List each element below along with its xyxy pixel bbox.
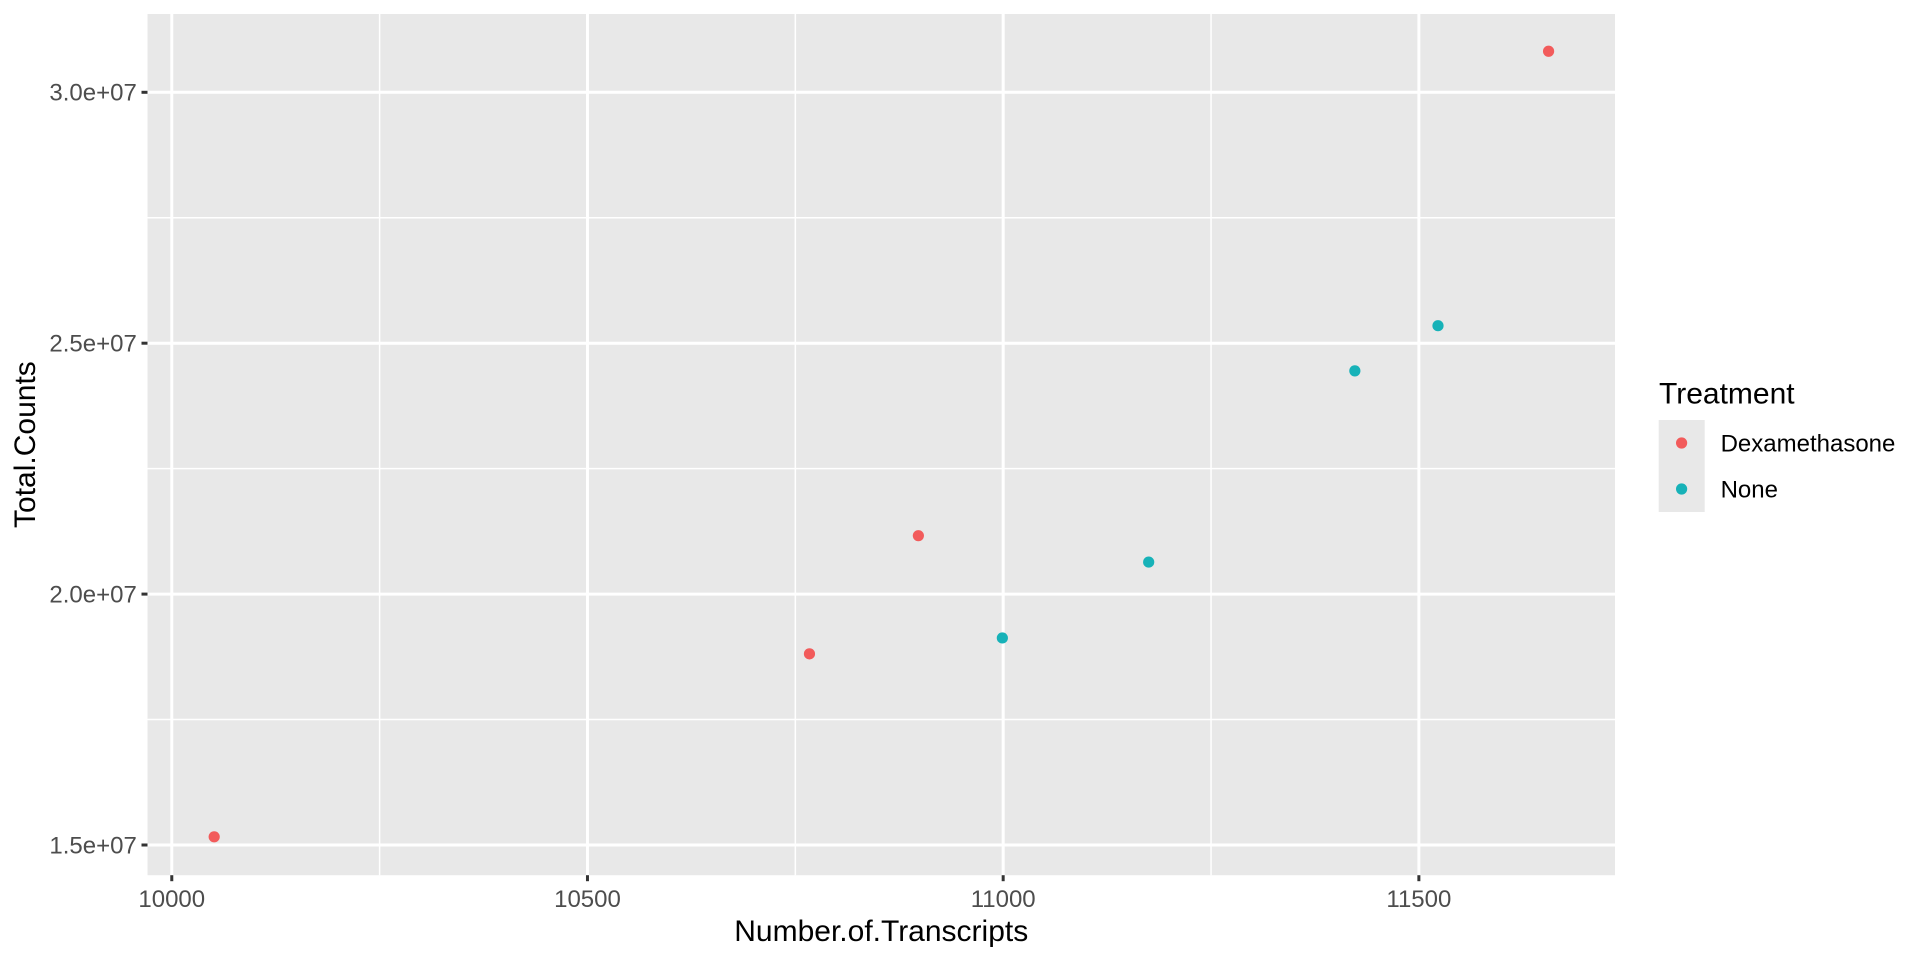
data-point-none xyxy=(1432,320,1444,332)
legend-label-dexamethasone: Dexamethasone xyxy=(1721,430,1896,457)
axis-tick-marks xyxy=(141,90,1421,882)
major-gridlines xyxy=(147,14,1615,876)
data-point-dexamethasone xyxy=(208,831,220,843)
x-tick-label: 10000 xyxy=(138,886,205,913)
data-point-dexamethasone xyxy=(912,530,924,542)
legend-title: Treatment xyxy=(1659,378,1795,411)
y-tick-label: 1.5e+07 xyxy=(49,832,136,859)
y-tick-label: 2.0e+07 xyxy=(49,581,136,608)
legend-dot-none xyxy=(1676,483,1688,495)
data-points xyxy=(208,45,1555,843)
data-point-none xyxy=(1143,556,1155,568)
data-point-none xyxy=(996,632,1008,644)
data-point-dexamethasone xyxy=(803,648,816,660)
legend-label-none: None xyxy=(1721,476,1778,503)
x-axis-title: Number.of.Transcripts xyxy=(734,915,1028,948)
x-tick-label: 10500 xyxy=(554,886,621,913)
legend: Treatment Dexamethasone None xyxy=(1658,378,1896,512)
y-tick-label: 2.5e+07 xyxy=(49,331,136,358)
data-point-none xyxy=(1349,365,1361,377)
axis-tick-labels: 10000 10500 11000 11500 1.5e+07 2.0e+07 2.5e+0… xyxy=(49,80,1451,913)
y-axis-title: Total.Counts xyxy=(9,361,42,528)
minor-gridlines xyxy=(147,14,1615,876)
data-point-dexamethasone xyxy=(1542,45,1555,57)
plot-panel xyxy=(147,14,1615,876)
legend-dot-dexamethasone xyxy=(1676,437,1688,449)
y-tick-label: 3.0e+07 xyxy=(49,80,136,107)
x-tick-label: 11000 xyxy=(971,886,1036,913)
x-tick-label: 11500 xyxy=(1386,886,1451,913)
